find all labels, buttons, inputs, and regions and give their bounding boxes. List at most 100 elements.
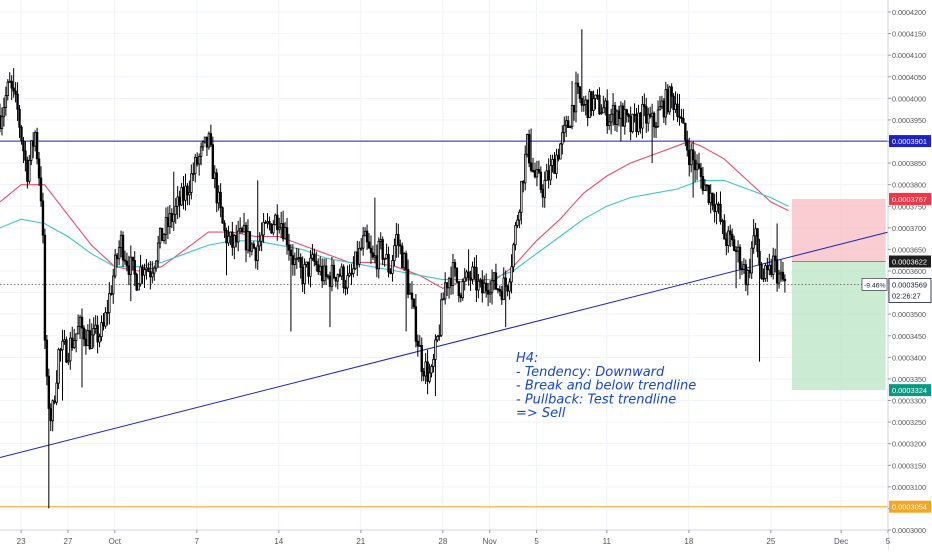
candle-body [272, 224, 275, 234]
candle-body [504, 277, 507, 287]
candle-body [375, 255, 379, 270]
candle-body [137, 283, 140, 291]
candle-body [459, 295, 462, 299]
candle-body [315, 260, 318, 266]
price-tick-label: 0.0004150 [892, 30, 926, 39]
candle-body [449, 278, 453, 286]
candle-body [524, 153, 527, 184]
candle-body [160, 227, 164, 241]
candle-body [689, 149, 693, 166]
candle-body [754, 228, 757, 237]
candle-body [30, 140, 33, 161]
candle-body [356, 251, 359, 265]
time-tick-label: 11 [603, 537, 612, 546]
candle-body [715, 203, 718, 213]
candle-body [465, 271, 468, 279]
candle-body [51, 400, 54, 422]
candle-body [531, 169, 535, 172]
candle-body [348, 272, 351, 277]
candle-body [250, 243, 254, 252]
candle-body [428, 372, 431, 382]
candle-body [770, 264, 773, 275]
candle-body [744, 264, 748, 286]
candle-body [520, 180, 523, 213]
candle-body [194, 157, 197, 175]
candle-body [180, 187, 183, 206]
candle-body [563, 124, 566, 134]
candle-body [211, 144, 215, 179]
candle-body [397, 234, 400, 246]
candle-body [402, 253, 406, 269]
candle-body [377, 240, 380, 270]
candle-body [734, 250, 738, 253]
candle-body [721, 220, 724, 223]
candle-body [586, 99, 589, 118]
candle-body [358, 247, 361, 265]
candle-body [324, 265, 328, 278]
candle-body [346, 275, 349, 289]
candle-body [293, 258, 297, 265]
candle-body [82, 327, 86, 340]
candle-body [31, 140, 35, 147]
candle-body [418, 345, 421, 347]
candle-body [320, 265, 324, 282]
candle-body [609, 113, 613, 123]
candle-body [186, 185, 189, 196]
candle-body [730, 233, 734, 241]
candle-body [184, 185, 187, 201]
candle-body [572, 105, 576, 113]
stop-loss-zone[interactable] [791, 198, 886, 262]
candle-body [600, 112, 603, 115]
candle-body [494, 272, 498, 290]
candle-body [279, 223, 283, 229]
candle-body [268, 221, 271, 225]
candle-body [41, 200, 45, 236]
annotation-line: - Tendency: Downward [516, 365, 665, 380]
candle-body [256, 245, 259, 261]
price-tick-label: 0.0003250 [892, 418, 926, 427]
current-price-tag-bg [888, 277, 932, 303]
candle-body [168, 213, 172, 227]
candle-body [596, 94, 599, 97]
candle-body [37, 158, 41, 179]
candle-body [545, 170, 548, 181]
candle-body [660, 100, 664, 108]
candle-body [641, 104, 644, 129]
candle-body [278, 227, 281, 230]
candle-body [53, 400, 56, 403]
price-tick-label: 0.0003750 [892, 202, 926, 211]
candle-body [297, 257, 300, 259]
candle-body [533, 170, 537, 178]
candle-body [16, 93, 19, 110]
candle-body [360, 247, 363, 250]
candle-body [149, 270, 152, 278]
candle-body [643, 104, 646, 108]
candle-body [736, 246, 740, 252]
candle-body [445, 282, 449, 289]
candle-body [33, 132, 37, 147]
candle-body [4, 95, 8, 108]
time-tick-label: 27 [63, 537, 72, 546]
candle-body [707, 184, 710, 203]
candle-body [627, 114, 630, 117]
candle-body [709, 192, 712, 203]
candle-body [723, 220, 726, 240]
candle-body [365, 230, 369, 243]
candle-body [98, 336, 101, 343]
candle-body [322, 265, 326, 282]
candle-body [387, 254, 390, 273]
candle-body [276, 214, 279, 230]
price-tick-label: 0.0003400 [892, 353, 926, 362]
candle-body [686, 139, 689, 151]
candle-body [654, 126, 658, 129]
candle-body [262, 221, 265, 236]
candle-body [693, 159, 697, 171]
candle-body [0, 115, 2, 129]
time-tick-label: 25 [766, 537, 775, 546]
candle-body [490, 280, 494, 294]
entry-price-label-bg [889, 255, 931, 268]
candle-body [127, 265, 131, 275]
countdown-label: 02:26:27 [892, 291, 921, 300]
